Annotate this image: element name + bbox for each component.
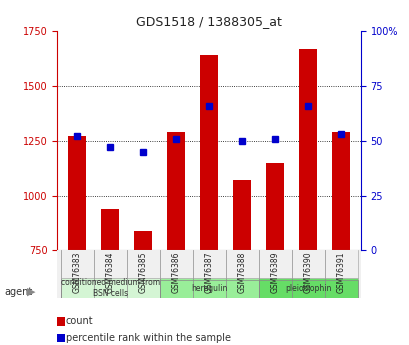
Bar	[200, 55, 218, 250]
Bar	[265, 162, 283, 250]
Text: agent: agent	[4, 287, 32, 296]
Text: GSM76383: GSM76383	[72, 251, 81, 293]
Title: GDS1518 / 1388305_at: GDS1518 / 1388305_at	[136, 16, 281, 29]
Text: percentile rank within the sample: percentile rank within the sample	[65, 333, 230, 343]
Text: GSM76391: GSM76391	[336, 251, 345, 293]
Text: GSM76388: GSM76388	[237, 251, 246, 293]
Text: heregulin: heregulin	[191, 284, 227, 293]
Text: pleiotrophin: pleiotrophin	[284, 284, 330, 293]
Bar	[166, 132, 185, 250]
Text: GSM76384: GSM76384	[106, 251, 115, 293]
Bar	[101, 209, 119, 250]
FancyBboxPatch shape	[258, 278, 357, 298]
Text: ▶: ▶	[27, 287, 35, 296]
Bar	[68, 136, 86, 250]
Text: count: count	[65, 316, 93, 326]
FancyBboxPatch shape	[61, 280, 159, 298]
Bar	[298, 49, 316, 250]
FancyBboxPatch shape	[258, 280, 357, 298]
Bar	[134, 231, 152, 250]
Text: GSM76389: GSM76389	[270, 251, 279, 293]
Text: GSM76386: GSM76386	[171, 251, 180, 293]
Text: GSM76387: GSM76387	[204, 251, 213, 293]
Bar	[331, 132, 349, 250]
FancyBboxPatch shape	[159, 278, 258, 298]
Bar	[232, 180, 251, 250]
Text: GSM76390: GSM76390	[303, 251, 312, 293]
FancyBboxPatch shape	[159, 280, 258, 298]
Text: conditioned medium from
BSN cells: conditioned medium from BSN cells	[61, 278, 160, 298]
FancyBboxPatch shape	[61, 278, 159, 298]
Text: GSM76385: GSM76385	[138, 251, 147, 293]
